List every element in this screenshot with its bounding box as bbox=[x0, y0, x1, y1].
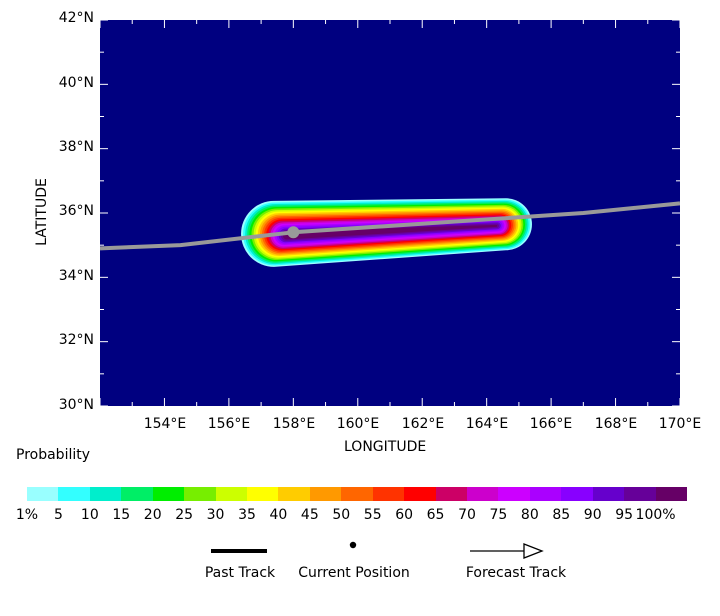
storm-track-line bbox=[100, 201, 680, 251]
colorbar-swatch bbox=[341, 487, 374, 501]
colorbar-swatch bbox=[58, 487, 91, 501]
current-position-symbol bbox=[349, 541, 357, 549]
x-tick-label: 158°E bbox=[272, 416, 316, 432]
colorbar-label: 60 bbox=[395, 507, 414, 523]
colorbar-swatch bbox=[624, 487, 657, 501]
colorbar-label: 5 bbox=[53, 507, 63, 523]
current-position-marker bbox=[287, 226, 300, 239]
x-tick-label: 166°E bbox=[529, 416, 573, 432]
legend-title: Probability bbox=[16, 447, 91, 463]
y-tick-label: 40°N bbox=[58, 75, 94, 91]
colorbar-label: 80 bbox=[520, 507, 539, 523]
colorbar-swatch bbox=[435, 487, 468, 501]
colorbar-swatch bbox=[404, 487, 437, 501]
colorbar-label: 65 bbox=[426, 507, 445, 523]
colorbar-label: 20 bbox=[143, 507, 162, 523]
colorbar-swatch bbox=[592, 487, 625, 501]
x-tick-label: 160°E bbox=[336, 416, 380, 432]
probability-band bbox=[282, 224, 498, 240]
colorbar-label: 55 bbox=[363, 507, 382, 523]
y-tick-label: 36°N bbox=[58, 203, 94, 219]
colorbar-label: 1% bbox=[15, 507, 39, 523]
y-axis-title: LATITUDE bbox=[34, 178, 50, 246]
colorbar-label: 40 bbox=[269, 507, 288, 523]
x-tick-label: 162°E bbox=[401, 416, 445, 432]
colorbar-label: 85 bbox=[552, 507, 571, 523]
colorbar-swatch bbox=[152, 487, 185, 501]
x-tick-label: 156°E bbox=[207, 416, 251, 432]
y-tick-label: 42°N bbox=[58, 10, 94, 26]
colorbar-swatch bbox=[121, 487, 154, 501]
x-tick-label: 168°E bbox=[594, 416, 638, 432]
colorbar-swatch bbox=[278, 487, 311, 501]
colorbar-swatch bbox=[89, 487, 122, 501]
colorbar-label: 15 bbox=[112, 507, 131, 523]
colorbar-swatch bbox=[529, 487, 562, 501]
y-tick-label: 34°N bbox=[58, 268, 94, 284]
y-tick-label: 32°N bbox=[58, 332, 94, 348]
colorbar-swatch bbox=[372, 487, 405, 501]
y-tick-label: 30°N bbox=[58, 397, 94, 413]
colorbar-label: 25 bbox=[175, 507, 194, 523]
colorbar-label: 35 bbox=[238, 507, 256, 523]
x-tick-label: 154°E bbox=[143, 416, 187, 432]
colorbar-swatch bbox=[247, 487, 279, 501]
past-track-label: Past Track bbox=[204, 565, 276, 581]
colorbar-label: 75 bbox=[489, 507, 508, 523]
colorbar-swatch bbox=[215, 487, 248, 501]
colorbar-swatch bbox=[655, 487, 688, 501]
colorbar-swatch bbox=[467, 487, 499, 501]
current-position-label: Current Position bbox=[298, 565, 410, 581]
colorbar-label: 30 bbox=[206, 507, 225, 523]
colorbar-label: 10 bbox=[80, 507, 99, 523]
colorbar-swatch bbox=[498, 487, 531, 501]
colorbar-label: 95 bbox=[615, 507, 634, 523]
colorbar-swatch bbox=[561, 487, 594, 501]
colorbar-swatch bbox=[184, 487, 217, 501]
colorbar-label: 45 bbox=[300, 507, 319, 523]
colorbar-label: 50 bbox=[332, 507, 351, 523]
colorbar-label: 90 bbox=[583, 507, 602, 523]
forecast-track-arrowhead bbox=[523, 543, 544, 559]
y-tick-label: 38°N bbox=[58, 139, 94, 155]
colorbar-swatch bbox=[309, 487, 342, 501]
x-tick-label: 164°E bbox=[465, 416, 509, 432]
x-tick-label: 170°E bbox=[658, 416, 702, 432]
colorbar-swatch bbox=[27, 487, 59, 501]
colorbar-label: 100% bbox=[635, 507, 676, 523]
forecast-track-label: Forecast Track bbox=[465, 565, 567, 581]
x-axis-title: LONGITUDE bbox=[344, 439, 427, 455]
colorbar-label: 70 bbox=[458, 507, 476, 523]
